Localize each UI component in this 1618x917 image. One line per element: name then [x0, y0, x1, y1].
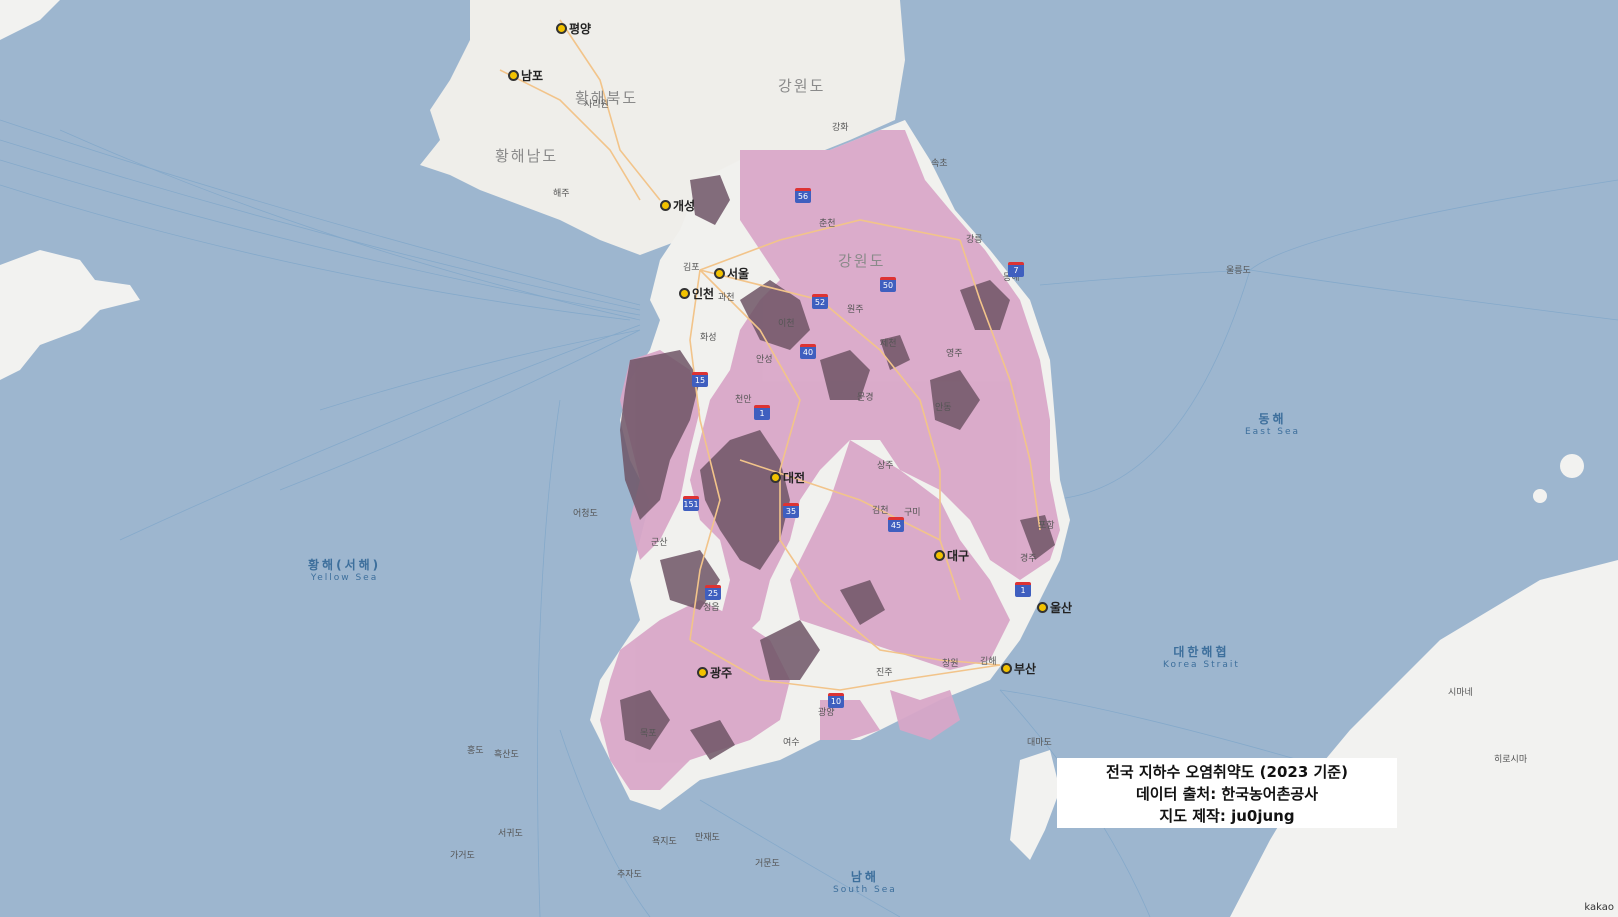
town-label: 경주 — [1020, 554, 1037, 564]
town-label: 김천 — [872, 506, 889, 516]
town-label: 군산 — [651, 538, 668, 548]
town-label: 진주 — [876, 668, 893, 678]
town-label: 천안 — [735, 395, 752, 405]
data-source: 데이터 출처: 한국농어촌공사 — [1135, 785, 1319, 803]
dokdo-island — [1533, 489, 1547, 503]
highway-shield: 50 — [880, 277, 896, 292]
map-attribution[interactable]: kakao — [1584, 902, 1614, 913]
city-label: 대전 — [770, 469, 805, 486]
map-info-box: 전국 지하수 오염취약도 (2023 기준) 데이터 출처: 한국농어촌공사 지… — [1057, 758, 1397, 828]
town-label: 춘천 — [819, 219, 836, 229]
road-network — [499, 19, 1041, 691]
city-label: 남포 — [508, 67, 543, 84]
highway-shield: 1 — [1015, 582, 1031, 597]
city-label: 대구 — [934, 547, 969, 564]
town-label: 강릉 — [966, 235, 983, 245]
town-label: 원주 — [847, 305, 864, 315]
town-label: 창원 — [942, 659, 959, 669]
town-label: 과천 — [718, 293, 735, 303]
town-label: 서귀도 — [498, 829, 523, 839]
town-label: 상주 — [877, 461, 894, 471]
sea-label-strait: 대한해협 Korea Strait — [1163, 645, 1240, 670]
town-label: 정읍 — [703, 603, 720, 613]
sea-label-south: 남해 South Sea — [833, 870, 897, 895]
town-label: 사리원 — [584, 100, 609, 110]
province-label: 황해남도 — [495, 147, 559, 165]
sea-label-east: 동해 East Sea — [1245, 412, 1301, 437]
sea-label-yellow: 황해(서해) Yellow Sea — [308, 558, 382, 583]
town-label: 화성 — [700, 333, 717, 343]
town-label: 가거도 — [450, 851, 475, 861]
highway-shield: 10 — [828, 693, 844, 708]
city-label: 부산 — [1001, 660, 1036, 677]
town-label: 어청도 — [573, 509, 598, 519]
japan-land — [1230, 560, 1618, 917]
north-korea-land — [420, 0, 905, 255]
town-label: 거문도 — [755, 859, 780, 869]
town-label: 속초 — [931, 159, 948, 169]
town-label: 김해 — [980, 657, 997, 667]
highway-shield: 35 — [783, 503, 799, 518]
city-label: 인천 — [679, 285, 714, 302]
town-label: 안동 — [935, 403, 952, 413]
town-label: 추자도 — [617, 870, 642, 880]
city-label: 광주 — [697, 664, 732, 681]
city-label: 개성 — [660, 197, 695, 214]
highway-shield: 52 — [812, 294, 828, 309]
highway-shield: 151 — [683, 496, 699, 511]
town-label: 욕지도 — [652, 837, 677, 847]
town-label: 여수 — [783, 738, 800, 748]
town-label: 목포 — [640, 729, 657, 739]
map-author: 지도 제작: ju0jung — [1159, 807, 1295, 825]
china-coast — [0, 0, 60, 40]
town-label: 제천 — [880, 339, 897, 349]
town-label: 포항 — [1038, 521, 1055, 531]
highway-shield: 25 — [705, 585, 721, 600]
highway-shield: 1 — [754, 405, 770, 420]
town-label: 구미 — [904, 508, 921, 518]
ulleungdo-island — [1560, 454, 1584, 478]
town-label: 해주 — [553, 189, 570, 199]
shandong-peninsula — [0, 250, 140, 380]
town-label: 강화 — [832, 123, 849, 133]
town-label: 만재도 — [695, 833, 720, 843]
town-label: 광양 — [818, 708, 835, 718]
tsushima-island — [1010, 750, 1060, 860]
highway-shield: 56 — [795, 188, 811, 203]
highway-shield: 7 — [1008, 262, 1024, 277]
province-label: 강원도 — [838, 252, 886, 270]
town-label: 문경 — [857, 393, 874, 403]
town-label: 시마네 — [1448, 688, 1473, 698]
town-label: 홍도 — [467, 746, 484, 756]
town-label: 대마도 — [1027, 738, 1052, 748]
town-label: 울릉도 — [1226, 266, 1251, 276]
province-label: 황해북도 — [575, 89, 639, 107]
town-label: 김포 — [683, 263, 700, 273]
city-label: 서울 — [714, 265, 749, 282]
province-label: 강원도 — [778, 77, 826, 95]
city-label: 평양 — [556, 20, 591, 37]
highway-shield: 45 — [888, 517, 904, 532]
town-label: 동해 — [1003, 273, 1020, 283]
city-label: 울산 — [1037, 599, 1072, 616]
town-label: 이천 — [778, 319, 795, 329]
highway-shield: 40 — [800, 344, 816, 359]
town-label: 히로시마 — [1494, 755, 1528, 765]
highway-shield: 15 — [692, 372, 708, 387]
town-label: 안성 — [756, 355, 773, 365]
town-label: 영주 — [946, 349, 963, 359]
map-title: 전국 지하수 오염취약도 (2023 기준) — [1106, 763, 1348, 781]
town-label: 흑산도 — [494, 750, 519, 760]
